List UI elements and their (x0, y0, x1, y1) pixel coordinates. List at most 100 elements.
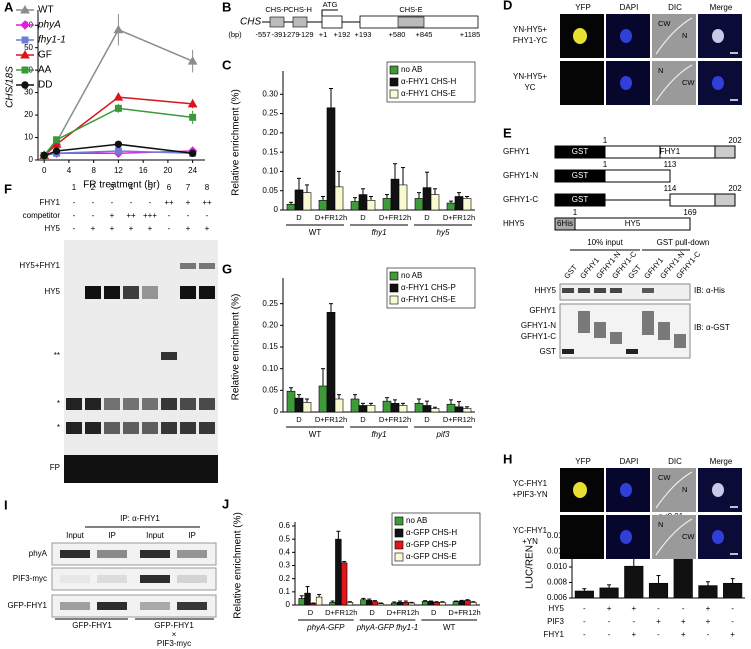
band-label: * (57, 399, 60, 408)
panel-letter: H (503, 451, 512, 466)
position-label: -129 (298, 30, 313, 39)
cell-label: CW (682, 78, 695, 87)
band-label: HHY5 (535, 286, 557, 295)
band (60, 575, 90, 583)
series-line (43, 143, 193, 157)
nucleus (712, 483, 724, 497)
y-tick-label: 0 (274, 205, 279, 214)
legend-marker (21, 81, 29, 89)
position-label: +580 (389, 30, 406, 39)
nucleus (712, 530, 724, 544)
region-label: CHS-H (288, 5, 312, 14)
residue: 1 (573, 208, 578, 217)
legend-swatch (389, 77, 399, 87)
condition-value: + (681, 630, 686, 639)
condition-value: + (205, 224, 210, 233)
bar (599, 587, 619, 599)
lane-number: 4 (129, 183, 134, 192)
x-tick-label: D (431, 608, 437, 617)
band (123, 422, 139, 434)
cell-label: N (682, 31, 687, 40)
region-box (269, 16, 285, 28)
panel-letter: C (222, 57, 232, 72)
series-line (44, 150, 193, 157)
legend-label: α-GFP CHS-E (406, 552, 457, 561)
condition-value: - (608, 630, 611, 639)
x-tick-label: D+FR12h (379, 213, 411, 222)
bar (574, 590, 594, 599)
band (104, 286, 120, 299)
column-header: YFP (575, 3, 591, 12)
bar (294, 189, 304, 211)
bar (302, 402, 312, 413)
band (594, 288, 606, 293)
band (97, 602, 127, 610)
x-tick-label: 8 (91, 166, 96, 175)
point (114, 140, 123, 148)
point (40, 151, 48, 160)
micrograph (652, 515, 696, 559)
condition-value: + (681, 617, 686, 626)
band (180, 422, 196, 434)
legend-marker (21, 66, 29, 74)
legend-label: α-GFP CHS-P (406, 540, 457, 549)
bar (350, 398, 360, 413)
exon-box (321, 15, 343, 29)
x-tick-label: D+FR12h (387, 608, 419, 617)
band (66, 422, 82, 434)
y-tick-label: 0 (274, 407, 279, 416)
bar (470, 602, 477, 606)
bar (315, 596, 323, 606)
condition-value: ++ (126, 211, 136, 220)
band-label: HY5+FHY1 (19, 261, 60, 270)
group-label: WT (309, 430, 322, 439)
y-tick-label: 50 (24, 43, 33, 52)
group-label: × (172, 630, 177, 639)
band (642, 311, 654, 335)
position-label: -557 (255, 30, 270, 39)
legend-label: α-FHY1 CHS-E (401, 89, 456, 98)
row-label: YC-FHY1 (513, 479, 548, 488)
panel-letter: I (4, 497, 8, 512)
construct-name: GFHY1-C (503, 195, 538, 204)
x-tick-label: 16 (139, 166, 148, 175)
bar (723, 582, 743, 599)
band (85, 398, 101, 410)
lane-label: IP (188, 531, 196, 540)
panel-letter: G (222, 261, 232, 276)
blot (51, 567, 217, 591)
bar (422, 187, 432, 211)
bar (310, 603, 317, 606)
legend-label: α-GFP CHS-H (406, 528, 457, 537)
condition-value: + (631, 604, 636, 613)
point (113, 92, 124, 101)
legend-marker (21, 36, 29, 44)
band (177, 550, 207, 558)
band (123, 398, 139, 410)
band-label: GFHY1 (529, 306, 556, 315)
x-tick-label: D (360, 415, 366, 424)
y-axis-label: Relative enrichment (%) (233, 512, 244, 619)
y-tick-label: 0.05 (262, 186, 278, 195)
condition-value: - (731, 604, 734, 613)
band (104, 398, 120, 410)
group-label: GFP-FHY1 (154, 621, 194, 630)
bar (421, 601, 429, 606)
bar (452, 601, 460, 606)
bar (382, 198, 392, 211)
bar (326, 312, 336, 413)
bar (366, 200, 376, 211)
micrograph (560, 61, 604, 105)
atg-arrow (321, 9, 338, 16)
micrograph (652, 61, 696, 105)
band-label: GST (540, 347, 557, 356)
point (113, 24, 124, 34)
micrograph (652, 468, 696, 512)
cell-label: N (682, 485, 687, 494)
tag-label: GST (572, 171, 589, 180)
region-label: CHS-E (399, 5, 422, 14)
bar (350, 201, 360, 211)
panel-letter: B (222, 0, 231, 14)
position-label: +1 (319, 30, 328, 39)
